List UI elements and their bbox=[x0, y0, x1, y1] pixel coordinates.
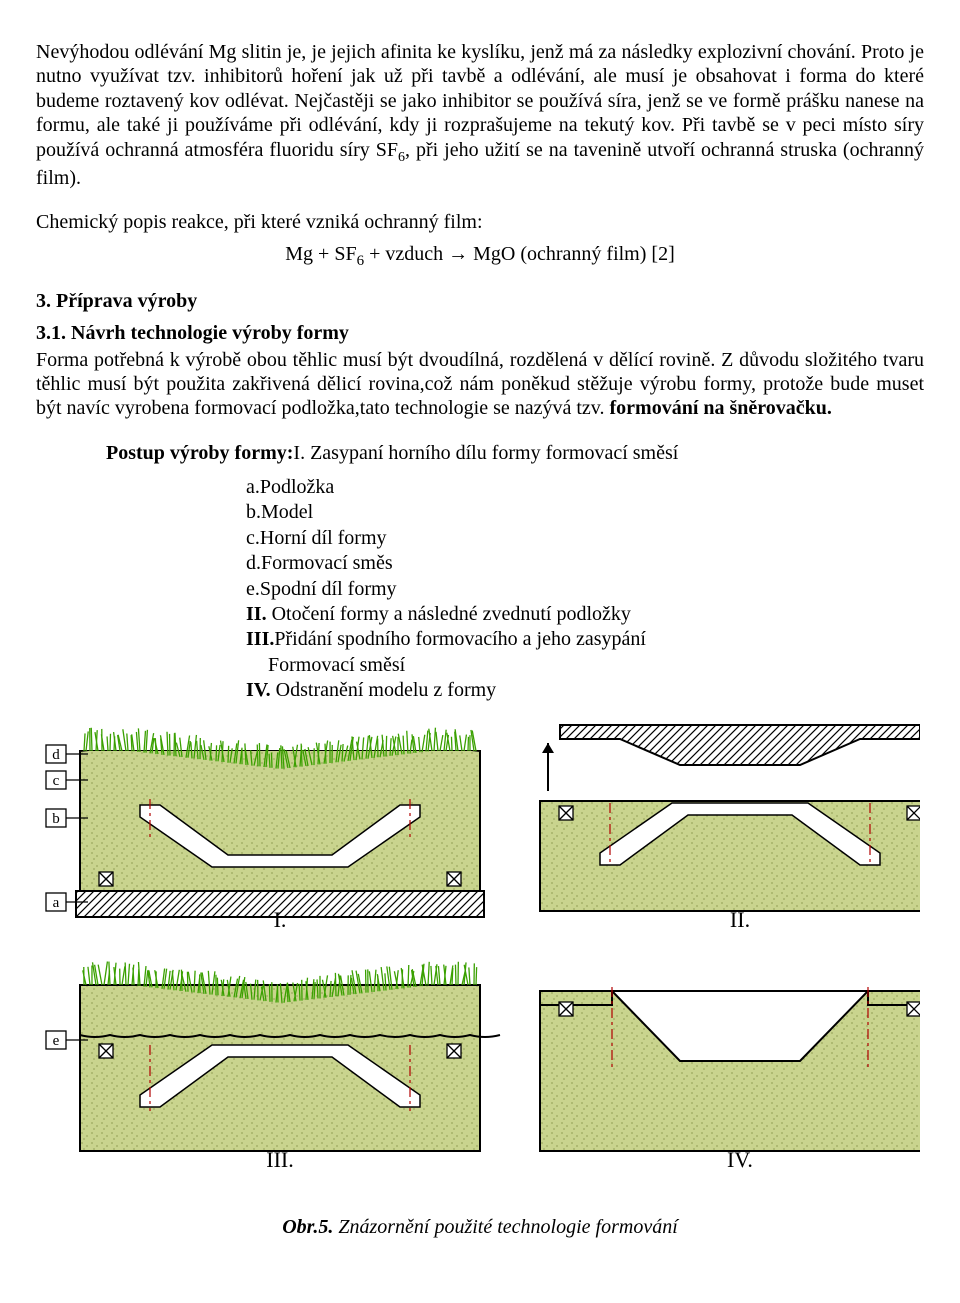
svg-text:I.: I. bbox=[274, 907, 287, 932]
step-II-txt: Otočení formy a následné zvednutí podlož… bbox=[267, 603, 631, 625]
legend-b: b.Model bbox=[246, 500, 924, 524]
formula-b: + vzduch → MgO (ochranný film) [2] bbox=[364, 243, 675, 265]
svg-text:d: d bbox=[52, 747, 60, 763]
svg-text:IV.: IV. bbox=[727, 1147, 753, 1172]
intro-paragraph: Nevýhodou odlévání Mg slitin je, je jeji… bbox=[36, 40, 924, 190]
step-II-num: II. bbox=[246, 603, 267, 625]
mold-paragraph: Forma potřebná k výrobě obou těhlic musí… bbox=[36, 348, 924, 421]
proc-step-I: I. Zasypaní horního dílu formy formovací… bbox=[293, 442, 678, 464]
figure-5-caption: Obr.5. Znázornění použité technologie fo… bbox=[36, 1215, 924, 1239]
svg-text:c: c bbox=[53, 773, 60, 789]
section-3-heading: 3. Příprava výroby bbox=[36, 289, 924, 313]
svg-text:a: a bbox=[53, 895, 60, 911]
svg-text:III.: III. bbox=[266, 1147, 293, 1172]
legend-e: e.Spodní díl formy bbox=[246, 577, 924, 601]
step-IV: IV. Odstranění modelu z formy bbox=[246, 678, 924, 702]
step-IV-txt: Odstranění modelu z formy bbox=[271, 679, 497, 701]
step-III-txt: Přidání spodního formovacího a jeho zasy… bbox=[274, 628, 646, 650]
proc-label: Postup výroby formy: bbox=[106, 442, 293, 464]
svg-text:II.: II. bbox=[730, 907, 750, 932]
step-IV-num: IV. bbox=[246, 679, 271, 701]
step-III-num: III. bbox=[246, 628, 274, 650]
p1sub: 6 bbox=[398, 150, 405, 165]
legend-a: a.Podložka bbox=[246, 475, 924, 499]
legend-d: d.Formovací směs bbox=[246, 551, 924, 575]
figure-5: dc b a I. II. e III. IV. bbox=[40, 721, 920, 1207]
svg-text:b: b bbox=[52, 811, 60, 827]
legend-c: c.Horní díl formy bbox=[246, 526, 924, 550]
procedure-line: Postup výroby formy:I. Zasypaní horního … bbox=[106, 441, 924, 465]
formula-sub: 6 bbox=[357, 253, 365, 269]
p3bold: formování na šněrovačku. bbox=[610, 397, 832, 419]
svg-text:e: e bbox=[53, 1033, 60, 1049]
step-II: II. Otočení formy a následné zvednutí po… bbox=[246, 602, 924, 626]
formula-a: Mg + SF bbox=[285, 243, 356, 265]
reaction-intro: Chemický popis reakce, při které vzniká … bbox=[36, 210, 924, 234]
sec31-heading: 3.1. Návrh technologie výroby formy bbox=[36, 322, 349, 344]
legend-list: a.Podložka b.Model c.Horní díl formy d.F… bbox=[246, 475, 924, 601]
reaction-formula: Mg + SF6 + vzduch → MgO (ochranný film) … bbox=[36, 242, 924, 270]
step-III: III.Přidání spodního formovacího a jeho … bbox=[246, 627, 924, 651]
section-3-1: 3.1. Návrh technologie výroby formy bbox=[36, 321, 924, 345]
steps-list: II. Otočení formy a následné zvednutí po… bbox=[246, 602, 924, 703]
step-III-cont: Formovací směsí bbox=[268, 653, 924, 677]
figure-5-svg: dc b a I. II. e III. IV. bbox=[40, 721, 920, 1201]
caption-label: Obr.5. bbox=[282, 1216, 333, 1238]
page: Nevýhodou odlévání Mg slitin je, je jeji… bbox=[0, 0, 960, 1269]
caption-text: Znázornění použité technologie formování bbox=[333, 1216, 677, 1238]
